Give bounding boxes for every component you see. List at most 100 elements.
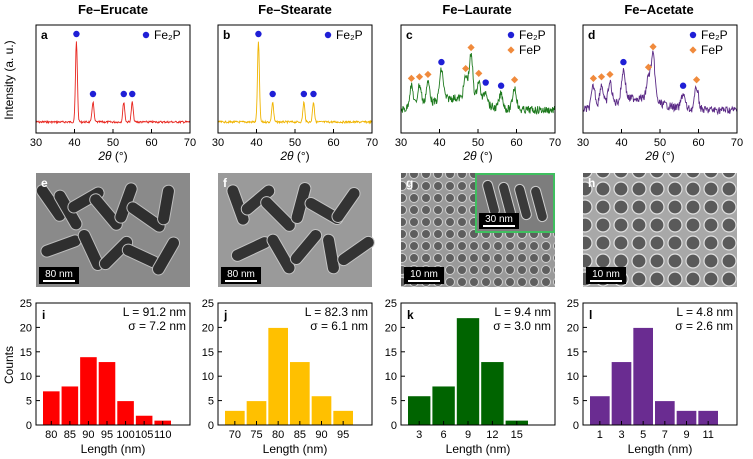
fep-marker	[606, 70, 614, 79]
xrd-xlabel-unit: (°)	[477, 149, 493, 163]
panel-label-k: k	[407, 308, 414, 322]
hist-x-tick-label: 11	[702, 429, 713, 441]
histogram-bar	[455, 317, 481, 426]
fep-marker	[692, 76, 701, 84]
fep-marker	[467, 43, 475, 52]
legend-fep-label: FeP	[701, 43, 723, 57]
xrd-panels: 30 40 50 60 70 2θ (°) a Fe₂P 30 40 50 60 70 2θ (°) b Fe…	[30, 24, 743, 163]
fe2p-marker	[129, 90, 136, 98]
xrd-xlabel-var: 2θ	[462, 149, 477, 163]
fe2p-marker	[497, 82, 505, 89]
hist-y-tick-label: 15	[202, 347, 214, 359]
hist-y-tick-label: 5	[26, 396, 32, 408]
legend-fe2p-icon	[507, 31, 515, 39]
hist-x-tick-label: 90	[82, 429, 94, 441]
xrd-tick-label: 60	[692, 137, 704, 149]
legend-fe2p-icon	[324, 31, 332, 39]
hist-xlabel: Length (nm)	[446, 442, 511, 456]
xrd-tick-label: 60	[145, 137, 157, 149]
xrd-trace-d	[582, 50, 738, 116]
scale-bar-label: 10 nm	[592, 269, 620, 280]
hist-xlabel: Length (nm)	[263, 442, 328, 456]
histogram-bar	[310, 395, 333, 426]
panel-label-c: c	[406, 28, 413, 42]
xrd-tick-label: 40	[615, 137, 627, 149]
hist-x-tick-label: 15	[511, 429, 523, 441]
xrd-tick-label: 40	[68, 137, 80, 149]
hist-x-tick-label: 80	[45, 429, 57, 441]
hist-y-tick-label: 5	[391, 396, 397, 408]
histogram-j: 0 5 10 15 20 25 70 75 80 85 90 95 Length (nm) j L = 82…	[202, 298, 373, 456]
hist-xlabel: Length (nm)	[628, 442, 693, 456]
xrd-panel-a: 30 40 50 60 70 2θ (°) a Fe₂P	[30, 24, 196, 163]
histogram-bar	[267, 326, 290, 426]
hist-x-tick-label: 3	[416, 429, 422, 441]
histogram-frame-k	[400, 302, 556, 426]
xrd-xlabel-var: 2θ	[644, 149, 659, 163]
xrd-xlabel: 2θ (°)	[644, 149, 674, 163]
hist-y-tick-label: 10	[567, 371, 579, 383]
hist-x-tick-label: 95	[101, 429, 113, 441]
histogram-bar	[632, 326, 654, 426]
hist-y-tick-label: 20	[567, 322, 579, 334]
panel-label-j: j	[223, 308, 227, 322]
legend-fep-icon	[507, 46, 515, 54]
xrd-ylabel: Intensity (a. u.)	[2, 40, 16, 119]
hist-y-tick-label: 5	[208, 396, 214, 408]
fe2p-marker	[438, 58, 445, 66]
annotation-mean-length: L = 4.8 nm	[676, 305, 733, 319]
histogram-i: 0 5 10 15 20 25 80 85 90 95 100 105 110 Length (nm) i L…	[20, 298, 191, 456]
annotation-sigma: σ = 7.2 nm	[128, 319, 186, 333]
hist-y-tick-label: 10	[385, 371, 397, 383]
hist-x-tick-label: 85	[294, 429, 306, 441]
annotation-sigma: σ = 2.6 nm	[675, 319, 733, 333]
xrd-xlabel: 2θ (°)	[97, 149, 127, 163]
fe2p-marker	[255, 30, 262, 38]
xrd-xlabel-unit: (°)	[294, 149, 310, 163]
fe2p-marker	[679, 82, 687, 89]
column-title-acetate: Fe–Acetate	[624, 2, 693, 17]
hist-x-tick-label: 75	[250, 429, 262, 441]
xrd-tick-label: 30	[395, 137, 407, 149]
xrd-trace-c	[400, 52, 556, 116]
panel-label-a: a	[41, 28, 48, 42]
fe2p-marker	[620, 58, 627, 66]
hist-x-tick-label: 5	[640, 429, 646, 441]
tem-annotations-e: e 80 nm	[39, 176, 79, 284]
hist-y-tick-label: 10	[202, 371, 214, 383]
panel-label-i: i	[42, 308, 45, 322]
fep-marker	[597, 73, 606, 81]
hist-y-tick-label: 25	[385, 298, 397, 310]
hist-y-tick-label: 0	[391, 420, 397, 432]
panel-label-d: d	[588, 28, 595, 42]
xrd-tick-label: 50	[654, 137, 666, 149]
hist-y-tick-label: 20	[20, 322, 32, 334]
hist-x-tick-label: 7	[662, 429, 668, 441]
xrd-tick-label: 70	[731, 137, 743, 149]
tem-annotations-f: f 80 nm	[221, 176, 261, 284]
xrd-tick-label: 70	[366, 137, 378, 149]
fep-marker	[415, 73, 424, 81]
histogram-bar	[42, 390, 61, 426]
panel-label-g: g	[406, 176, 413, 190]
annotation-mean-length: L = 9.4 nm	[494, 305, 551, 319]
panel-label-f: f	[223, 176, 228, 190]
hist-y-tick-label: 10	[20, 371, 32, 383]
fep-marker	[510, 76, 519, 84]
hist-y-tick-label: 25	[567, 298, 579, 310]
xrd-tick-label: 70	[184, 137, 196, 149]
xrd-tick-label: 50	[472, 137, 484, 149]
legend-fe2p-label: Fe₂P	[336, 28, 363, 42]
histogram-bar	[289, 361, 311, 426]
legend-fe2p-icon	[689, 31, 697, 39]
panel-label-e: e	[41, 176, 48, 190]
hist-x-tick-label: 85	[64, 429, 76, 441]
histogram-frame-l	[582, 302, 738, 426]
hist-x-tick-label: 110	[154, 429, 172, 441]
hist-y-tick-label: 5	[573, 396, 579, 408]
